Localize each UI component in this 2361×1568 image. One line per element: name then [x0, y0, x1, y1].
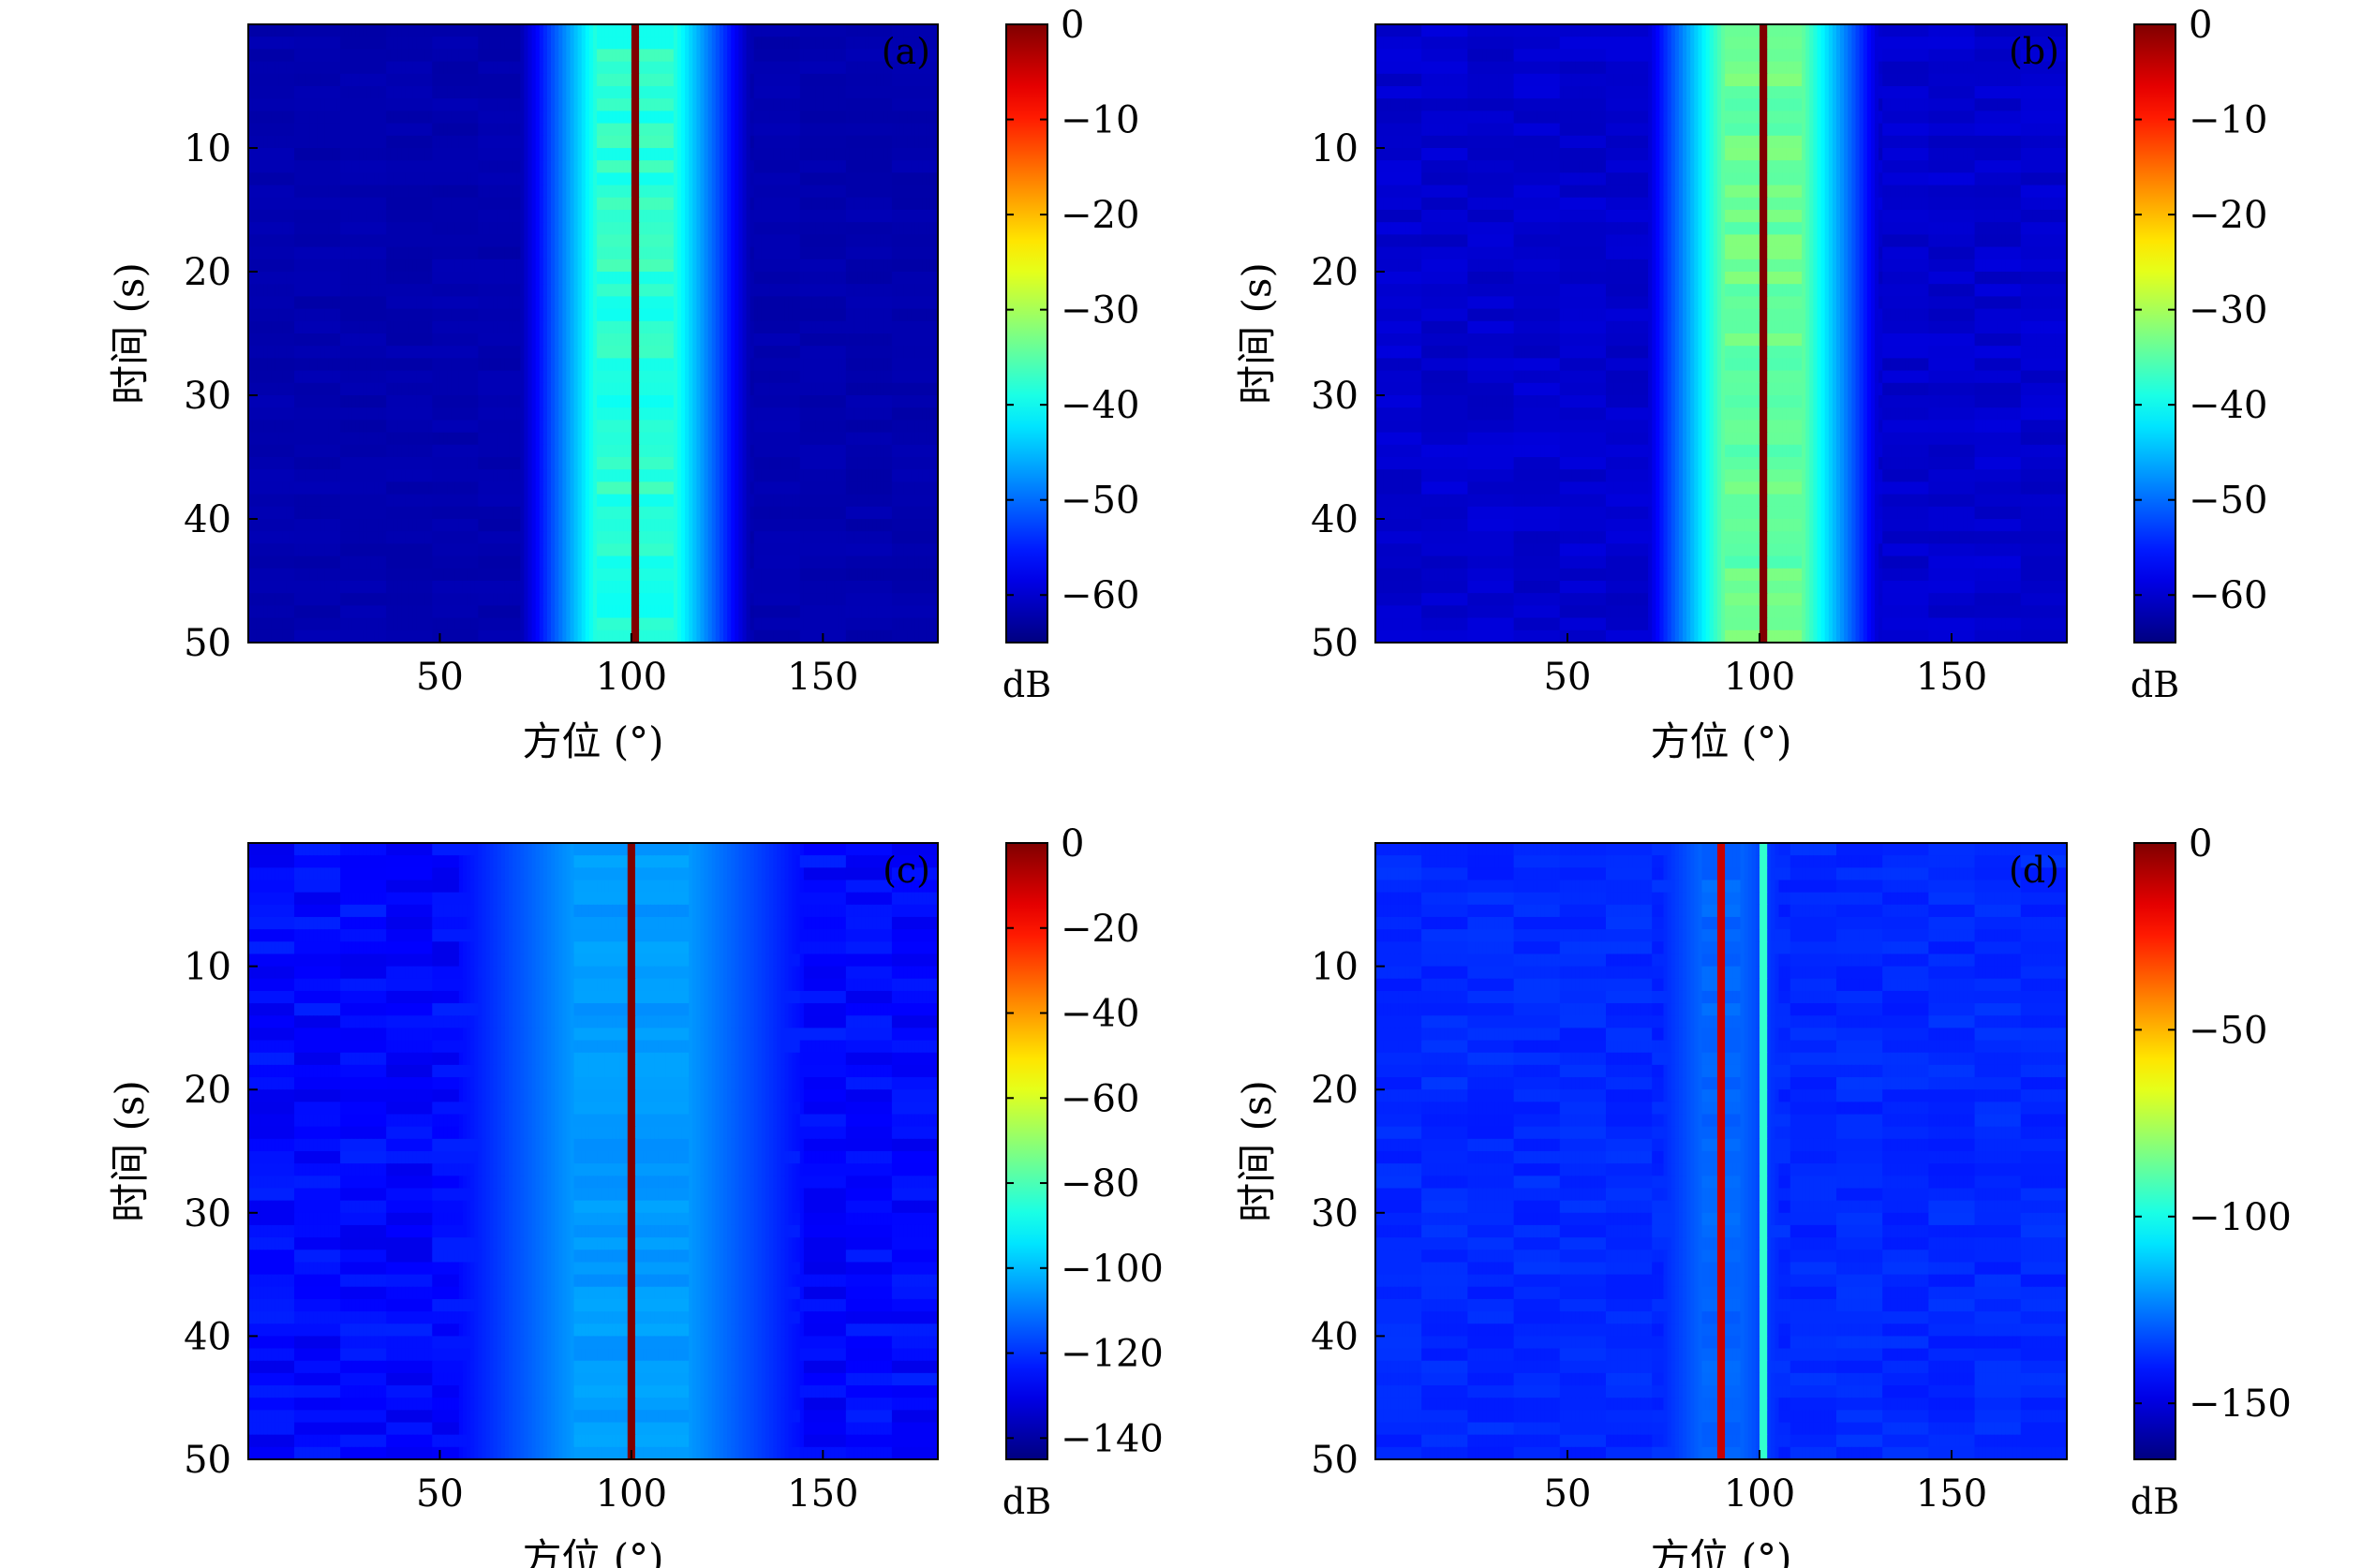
y-tick-label: 10	[184, 946, 231, 989]
x-tick-label: 150	[1916, 1472, 1987, 1516]
colorbar-tick-label: −50	[1061, 480, 1139, 523]
x-tick-label: 50	[1544, 1472, 1592, 1516]
colorbar-tick-label: −20	[1061, 194, 1139, 237]
x-tick-label: 100	[1724, 656, 1795, 699]
y-tick-label: 10	[1311, 127, 1359, 170]
heatmap-cells	[1375, 24, 2068, 643]
y-tick-label: 50	[184, 622, 231, 665]
x-tick-label: 50	[416, 656, 464, 699]
y-tick-label: 20	[184, 1069, 231, 1112]
colorbar-unit-label: dB	[2131, 1481, 2179, 1522]
panel-d: 50 100 150 10 20 30 40 50 方位 (°) 时间 (s) (d) 0 −50 −10…	[1234, 822, 2292, 1568]
colorbar-gradient	[1006, 24, 1047, 643]
y-tick-label: 20	[184, 251, 231, 294]
panel-label: (b)	[2009, 31, 2059, 72]
colorbar-tick-label: 0	[2189, 4, 2212, 47]
colorbar-tick-label: −60	[1061, 574, 1139, 617]
colorbar-unit-label: dB	[1002, 1481, 1051, 1522]
panel-label: (a)	[882, 31, 930, 72]
colorbar-tick-label: −120	[1061, 1333, 1164, 1376]
y-axis-title: 时间 (s)	[1234, 1080, 1280, 1222]
x-axis-title: 方位 (°)	[1650, 718, 1791, 764]
colorbar-tick-label: −60	[1061, 1077, 1139, 1120]
colorbar-tick-label: −40	[1061, 993, 1139, 1036]
x-axis-title: 方位 (°)	[1650, 1535, 1791, 1568]
y-axis-title: 时间 (s)	[107, 1080, 153, 1222]
colorbar-tick-label: −40	[1061, 384, 1139, 427]
panel-c: 50 100 150 10 20 30 40 50 方位 (°) 时间 (s) (c) 0 −20 −40…	[107, 822, 1164, 1568]
colorbar-tick-label: −30	[1061, 289, 1139, 333]
colorbar-tick-label: −20	[2189, 194, 2267, 237]
colorbar-tick-label: −40	[2189, 384, 2267, 427]
colorbar-tick-label: 0	[1061, 4, 1084, 47]
colorbar-tick-label: 0	[2189, 822, 2212, 865]
colorbar: 0 −10 −20 −30 −40 −50 −60 dB	[2131, 4, 2268, 705]
y-tick-label: 10	[1311, 946, 1359, 989]
panel-b: 50 100 150 10 20 30 40 50 方位 (°) 时间 (s) (b) 0 −10 −20…	[1234, 4, 2267, 764]
x-axis-title: 方位 (°)	[522, 1535, 663, 1568]
x-tick-label: 100	[596, 1472, 667, 1516]
colorbar-tick-label: −100	[1061, 1248, 1164, 1291]
colorbar-gradient	[2134, 843, 2175, 1459]
y-tick-label: 20	[1311, 1069, 1359, 1112]
x-tick-label: 50	[416, 1472, 464, 1516]
y-tick-label: 50	[184, 1439, 231, 1482]
x-axis-title: 方位 (°)	[522, 718, 663, 764]
colorbar-gradient	[2134, 24, 2175, 643]
colorbar: 0 −50 −100 −150 dB	[2131, 822, 2292, 1522]
colorbar-unit-label: dB	[1002, 664, 1051, 705]
colorbar-tick-label: −10	[1061, 99, 1139, 142]
colorbar-tick-label: −140	[1061, 1417, 1164, 1460]
x-tick-label: 150	[787, 1472, 858, 1516]
y-tick-label: 50	[1311, 622, 1359, 665]
colorbar: 0 −10 −20 −30 −40 −50 −60 dB	[1002, 4, 1140, 705]
x-tick-label: 150	[787, 656, 858, 699]
colorbar-tick-label: −80	[1061, 1162, 1139, 1206]
y-tick-label: 20	[1311, 251, 1359, 294]
y-axis-title: 时间 (s)	[107, 262, 153, 405]
y-tick-label: 50	[1311, 1439, 1359, 1482]
colorbar-unit-label: dB	[2131, 664, 2179, 705]
y-tick-label: 40	[184, 498, 231, 541]
colorbar-tick-label: −100	[2189, 1196, 2292, 1239]
y-tick-label: 40	[1311, 1315, 1359, 1358]
x-tick-label: 100	[596, 656, 667, 699]
colorbar-tick-label: 0	[1061, 822, 1084, 865]
heatmap-cells	[248, 843, 939, 1460]
y-tick-label: 40	[184, 1315, 231, 1358]
x-tick-label: 50	[1544, 656, 1592, 699]
y-tick-label: 40	[1311, 498, 1359, 541]
panel-label: (d)	[2009, 850, 2059, 891]
x-tick-label: 150	[1916, 656, 1987, 699]
y-tick-label: 30	[1311, 375, 1359, 418]
y-axis-title: 时间 (s)	[1234, 262, 1280, 405]
y-tick-label: 30	[184, 375, 231, 418]
y-tick-label: 30	[1311, 1192, 1359, 1235]
y-tick-label: 30	[184, 1192, 231, 1235]
colorbar-tick-label: −20	[1061, 908, 1139, 951]
colorbar-tick-label: −150	[2189, 1383, 2292, 1426]
colorbar-tick-label: −50	[2189, 1009, 2267, 1052]
colorbar-tick-label: −50	[2189, 480, 2267, 523]
colorbar-tick-label: −30	[2189, 289, 2267, 333]
x-tick-label: 100	[1724, 1472, 1795, 1516]
colorbar-gradient	[1006, 843, 1047, 1459]
panel-a: 50 100 150 10 20 30 40 50 方位 (°) 时间 (s) (a) 0 −10 −20…	[107, 4, 1139, 764]
y-tick-label: 10	[184, 127, 231, 170]
colorbar-tick-label: −10	[2189, 99, 2267, 142]
colorbar-tick-label: −60	[2189, 574, 2267, 617]
panel-label: (c)	[883, 850, 930, 891]
heatmap-cells	[248, 24, 939, 643]
